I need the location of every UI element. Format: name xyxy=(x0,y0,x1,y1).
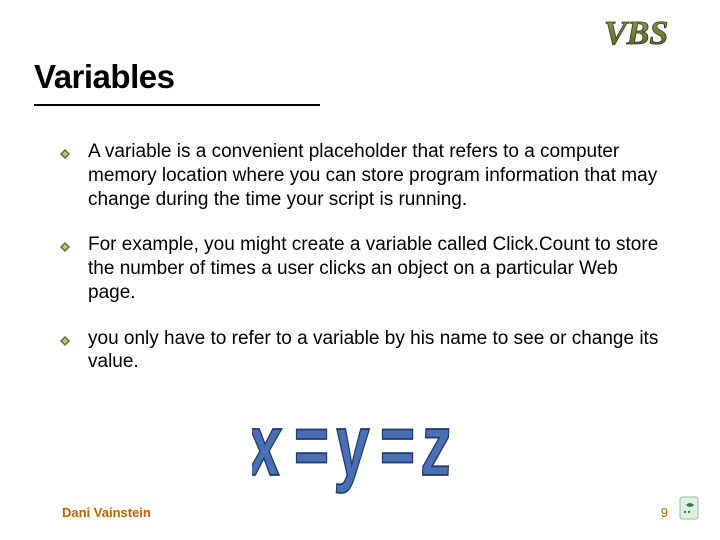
footer-author: Dani Vainstein xyxy=(62,505,151,520)
logo-text: VBS xyxy=(604,15,668,52)
svg-text:=: = xyxy=(294,414,329,494)
title-underline xyxy=(34,104,320,106)
bullet-diamond-icon xyxy=(60,333,74,351)
footer-page-number: 9 xyxy=(661,505,668,520)
bullet-list: A variable is a convenient placeholder t… xyxy=(60,140,666,396)
footer-doc-icon xyxy=(678,495,702,526)
svg-text:z: z xyxy=(419,414,454,494)
list-item: For example, you might create a variable… xyxy=(60,233,666,304)
list-item: you only have to refer to a variable by … xyxy=(60,327,666,375)
svg-text:=: = xyxy=(380,414,415,494)
svg-text:y: y xyxy=(333,414,371,494)
bullet-diamond-icon xyxy=(60,146,74,164)
vbs-logo: VBS xyxy=(602,8,702,56)
bullet-text: A variable is a convenient placeholder t… xyxy=(88,140,666,211)
list-item: A variable is a convenient placeholder t… xyxy=(60,140,666,211)
page-title: Variables xyxy=(34,58,174,96)
bullet-diamond-icon xyxy=(60,239,74,257)
bullet-text: you only have to refer to a variable by … xyxy=(88,327,666,375)
slide: VBS Variables A variable is a convenient… xyxy=(0,0,720,540)
bullet-text: For example, you might create a variable… xyxy=(88,233,666,304)
svg-text:x: x xyxy=(252,414,286,493)
wordart-equation: x = y = z xyxy=(252,414,482,509)
